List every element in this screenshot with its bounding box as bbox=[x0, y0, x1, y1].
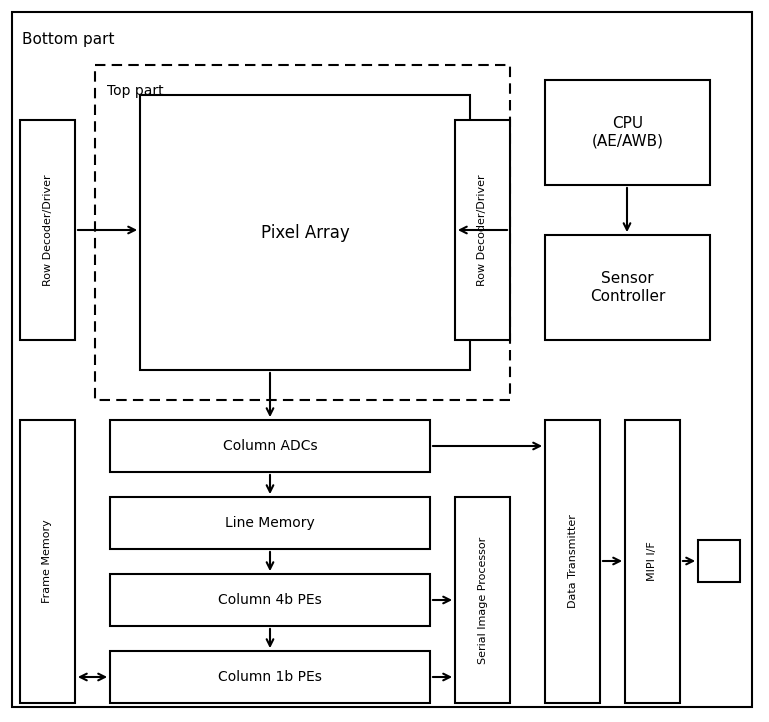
Text: Serial Image Processor: Serial Image Processor bbox=[478, 536, 488, 664]
Bar bbox=[455, 497, 510, 703]
Text: Row Decoder/Driver: Row Decoder/Driver bbox=[42, 174, 52, 286]
Bar bbox=[545, 235, 710, 340]
Text: Top part: Top part bbox=[107, 84, 164, 98]
Bar bbox=[455, 120, 510, 340]
Bar bbox=[110, 420, 430, 472]
Text: Column 1b PEs: Column 1b PEs bbox=[218, 670, 322, 684]
Bar bbox=[545, 80, 710, 185]
Text: Bottom part: Bottom part bbox=[22, 32, 115, 47]
Text: Row Decoder/Driver: Row Decoder/Driver bbox=[478, 174, 488, 286]
Text: Sensor
Controller: Sensor Controller bbox=[590, 271, 665, 304]
Bar bbox=[20, 420, 75, 703]
Bar bbox=[20, 120, 75, 340]
Bar bbox=[698, 540, 740, 582]
Bar bbox=[140, 95, 470, 370]
Bar bbox=[110, 574, 430, 626]
Text: Frame Memory: Frame Memory bbox=[42, 520, 52, 604]
Text: Line Memory: Line Memory bbox=[225, 516, 315, 530]
Text: Pixel Array: Pixel Array bbox=[261, 224, 349, 241]
Bar bbox=[95, 65, 510, 400]
Bar bbox=[110, 651, 430, 703]
Text: Data Transmitter: Data Transmitter bbox=[568, 515, 578, 609]
Text: CPU
(AE/AWB): CPU (AE/AWB) bbox=[591, 116, 664, 149]
Text: MIPI I/F: MIPI I/F bbox=[647, 542, 657, 581]
Bar bbox=[625, 420, 680, 703]
Bar bbox=[110, 497, 430, 549]
Text: Column ADCs: Column ADCs bbox=[223, 439, 318, 453]
Text: Column 4b PEs: Column 4b PEs bbox=[218, 593, 322, 607]
Bar bbox=[545, 420, 600, 703]
